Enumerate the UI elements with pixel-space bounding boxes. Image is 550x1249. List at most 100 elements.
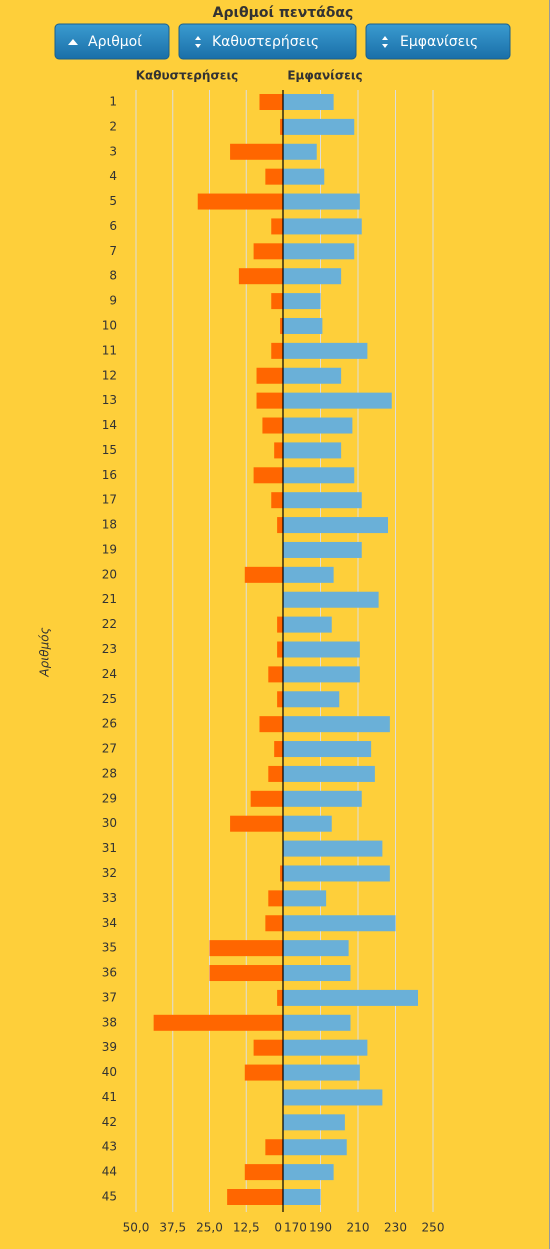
x-tick-label: 210 xyxy=(347,1221,370,1235)
sort-icon xyxy=(195,36,201,48)
bar xyxy=(280,118,283,135)
bar xyxy=(277,691,283,708)
button-label[interactable]: Αριθμοί xyxy=(88,34,142,50)
bar xyxy=(256,392,283,409)
bar xyxy=(265,1139,283,1156)
bar xyxy=(209,965,283,982)
x-tick-label: 50,0 xyxy=(123,1221,150,1235)
y-tick-label: 32 xyxy=(102,866,117,880)
bar xyxy=(277,989,283,1006)
bar xyxy=(277,616,283,633)
y-tick-label: 44 xyxy=(102,1165,117,1179)
bar xyxy=(283,566,334,583)
bar xyxy=(153,1014,283,1031)
bar xyxy=(197,193,283,210)
button-bg[interactable] xyxy=(178,23,357,60)
bar xyxy=(283,541,362,558)
y-tick-label: 29 xyxy=(102,791,117,805)
x-tick-label: 250 xyxy=(422,1221,445,1235)
y-tick-label: 20 xyxy=(102,567,117,581)
legend-label: Εμφανίσεις xyxy=(287,69,362,83)
y-tick-label: 35 xyxy=(102,941,117,955)
bar xyxy=(283,417,353,434)
bar xyxy=(283,268,342,285)
bar xyxy=(283,1014,351,1031)
x-tick-label: 190 xyxy=(309,1221,332,1235)
button-label[interactable]: Εμφανίσεις xyxy=(400,34,478,50)
bar xyxy=(238,268,283,285)
bar xyxy=(283,293,321,310)
y-tick-label: 22 xyxy=(102,617,117,631)
bar xyxy=(253,243,283,260)
bar xyxy=(283,218,362,235)
bar xyxy=(256,367,283,384)
y-tick-label: 30 xyxy=(102,816,117,830)
y-tick-label: 8 xyxy=(109,269,117,283)
y-tick-label: 26 xyxy=(102,717,117,731)
bar xyxy=(283,1089,383,1106)
y-tick-label: 39 xyxy=(102,1040,117,1054)
y-tick-label: 24 xyxy=(102,667,117,681)
bar xyxy=(283,342,368,359)
y-tick-label: 40 xyxy=(102,1065,117,1079)
bar xyxy=(244,1064,283,1081)
x-tick-label: 170 xyxy=(284,1221,307,1235)
bar xyxy=(283,716,390,733)
button-bg[interactable] xyxy=(54,23,170,60)
y-axis-title: Αριθμός xyxy=(38,627,52,677)
bar xyxy=(265,168,283,185)
bar xyxy=(268,890,283,907)
bar xyxy=(268,765,283,782)
bar xyxy=(230,815,283,832)
bar xyxy=(283,940,349,957)
bar xyxy=(274,741,283,758)
bar xyxy=(271,492,283,509)
bar xyxy=(253,1039,283,1056)
y-tick-label: 16 xyxy=(102,468,117,482)
bar xyxy=(262,417,283,434)
sort-icon xyxy=(68,39,78,45)
bar xyxy=(283,168,325,185)
y-tick-label: 7 xyxy=(109,244,117,258)
y-tick-label: 34 xyxy=(102,916,117,930)
y-tick-label: 1 xyxy=(109,95,117,109)
bar xyxy=(268,666,283,683)
bar xyxy=(265,915,283,932)
y-tick-label: 19 xyxy=(102,542,117,556)
y-tick-label: 25 xyxy=(102,692,117,706)
bar xyxy=(283,1139,347,1156)
bar xyxy=(283,1164,334,1181)
bar xyxy=(280,865,283,882)
bar xyxy=(283,94,334,110)
bar xyxy=(283,143,317,160)
bar xyxy=(283,193,360,210)
y-tick-label: 13 xyxy=(102,393,117,407)
button[interactable]: Αριθμοί xyxy=(54,23,170,60)
button-label[interactable]: Καθυστερήσεις xyxy=(212,34,319,50)
bar xyxy=(271,342,283,359)
y-tick-label: 41 xyxy=(102,1090,117,1104)
bar xyxy=(283,989,418,1006)
bar xyxy=(283,442,342,459)
bar xyxy=(283,1189,321,1205)
y-tick-label: 9 xyxy=(109,294,117,308)
bar xyxy=(283,865,390,882)
bar xyxy=(283,1039,368,1056)
bar xyxy=(283,492,362,509)
y-tick-label: 11 xyxy=(102,343,117,357)
bar xyxy=(283,1064,360,1081)
y-tick-label: 33 xyxy=(102,891,117,905)
bar xyxy=(274,442,283,459)
bar xyxy=(253,467,283,484)
y-tick-label: 37 xyxy=(102,990,117,1004)
bar xyxy=(230,143,283,160)
bar xyxy=(209,940,283,957)
y-tick-label: 27 xyxy=(102,742,117,756)
y-tick-label: 15 xyxy=(102,443,117,457)
button-bg[interactable] xyxy=(365,23,511,60)
button[interactable]: Καθυστερήσεις xyxy=(178,23,357,60)
bar xyxy=(283,666,360,683)
y-tick-label: 10 xyxy=(102,318,117,332)
button[interactable]: Εμφανίσεις xyxy=(365,23,511,60)
